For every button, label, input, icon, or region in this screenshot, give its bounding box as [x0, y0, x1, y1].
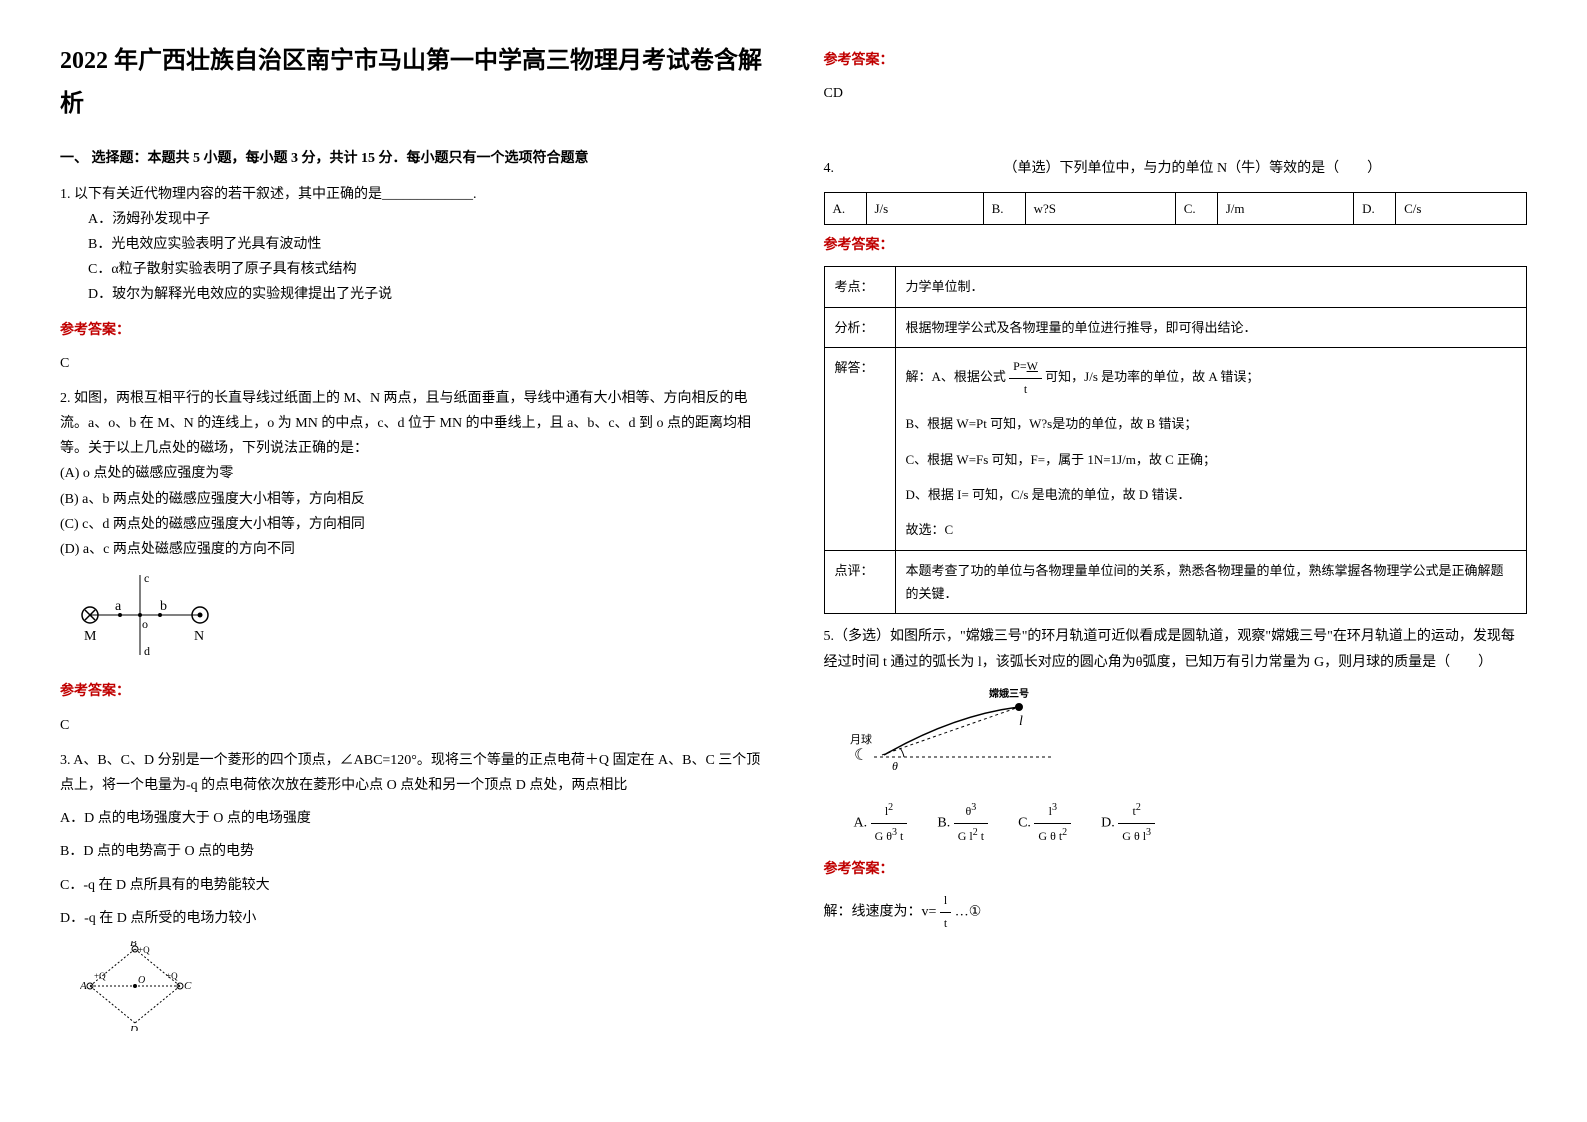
q2-opt-d: (D) a、c 两点处磁感应强度的方向不同: [60, 537, 764, 562]
q3-diagram: A B C D O +Q +Q +Q: [80, 941, 764, 1040]
svg-text:a: a: [115, 599, 122, 614]
q1-opt-b: B．光电效应实验表明了光具有波动性: [88, 232, 764, 257]
q4-row2-label: 分析：: [824, 307, 895, 347]
q4-row1-label: 考点：: [824, 267, 895, 307]
q1-opt-a: A．汤姆孙发现中子: [88, 207, 764, 232]
svg-text:O: O: [138, 975, 145, 986]
svg-text:c: c: [144, 571, 149, 585]
svg-text:☾: ☾: [854, 747, 868, 764]
q3-opt-c: C．-q 在 D 点所具有的电势能较大: [60, 873, 764, 898]
q4-row3-label: 解答：: [824, 347, 895, 550]
svg-text:B: B: [130, 941, 137, 949]
answer-label-1: 参考答案：: [60, 318, 764, 343]
svg-text:月球: 月球: [850, 732, 872, 746]
q3-opt-d: D．-q 在 D 点所受的电场力较小: [60, 906, 764, 931]
q4-row1: 力学单位制．: [895, 267, 1527, 307]
q3-stem: 3. A、B、C、D 分别是一个菱形的四个顶点，∠ABC=120°。现将三个等量…: [60, 748, 764, 798]
q4-opt-d: C/s: [1396, 192, 1527, 224]
svg-text:C: C: [184, 980, 192, 992]
q1-answer: C: [60, 351, 764, 376]
q4-stem: （单选）下列单位中，与力的单位 N（牛）等效的是（ ）: [1004, 156, 1382, 181]
svg-text:o: o: [142, 617, 148, 631]
q2-answer: C: [60, 713, 764, 738]
q4-row2: 根据物理学公式及各物理量的单位进行推导，即可得出结论．: [895, 307, 1527, 347]
q2-opt-b: (B) a、b 两点处的磁感应强度大小相等，方向相反: [60, 487, 764, 512]
q4-number: 4.: [824, 156, 1004, 181]
q4-row4-label: 点评：: [824, 550, 895, 614]
svg-text:θ: θ: [892, 759, 898, 773]
svg-text:N: N: [194, 629, 204, 644]
q4-opt-b: w?S: [1025, 192, 1175, 224]
answer-label-3: 参考答案：: [824, 48, 1528, 73]
q1-opt-d: D．玻尔为解释光电效应的实验规律提出了光子说: [88, 282, 764, 307]
svg-text:l: l: [1019, 714, 1023, 729]
paper-title: 2022 年广西壮族自治区南宁市马山第一中学高三物理月考试卷含解析: [60, 40, 764, 126]
q4-opt-a: J/s: [866, 192, 983, 224]
svg-text:+Q: +Q: [94, 971, 106, 981]
q4-row3: 解：A、根据公式 P=Wt 可知，J/s 是功率的单位，故 A 错误； B、根据…: [895, 347, 1527, 550]
answer-label-5: 参考答案：: [824, 857, 1528, 882]
q5-diagram: 嫦娥三号 l 月球 ☾ θ: [844, 685, 1528, 789]
svg-text:M: M: [84, 629, 97, 644]
q4-options-table: A.J/s B.w?S C.J/m D.C/s: [824, 192, 1528, 225]
answer-label-4: 参考答案：: [824, 233, 1528, 258]
q4-row4: 本题考查了功的单位与各物理量单位间的关系，熟悉各物理量的单位，熟练掌握各物理学公…: [895, 550, 1527, 614]
q5-options: A. l2G θ3 t B. θ3G l2 t C. l3G θ t2 D. t…: [854, 799, 1528, 847]
q5-solution: 解：线速度为：v= lt …①: [824, 890, 1528, 934]
svg-text:嫦娥三号: 嫦娥三号: [989, 687, 1029, 700]
q2-opt-c: (C) c、d 两点处的磁感应强度大小相等，方向相同: [60, 512, 764, 537]
q1-stem: 1. 以下有关近代物理内容的若干叙述，其中正确的是_____________.: [60, 182, 764, 207]
q5-stem: 5.（多选）如图所示，"嫦娥三号"的环月轨道可近似看成是圆轨道，观察"嫦娥三号"…: [824, 624, 1528, 674]
q3-opt-b: B．D 点的电势高于 O 点的电势: [60, 839, 764, 864]
fraction-pw: P=Wt: [1009, 356, 1042, 400]
section-1-head: 一、 选择题：本题共 5 小题，每小题 3 分，共计 15 分．每小题只有一个选…: [60, 146, 764, 171]
svg-text:+Q: +Q: [138, 945, 150, 955]
svg-text:D: D: [129, 1024, 138, 1031]
svg-text:b: b: [160, 599, 167, 614]
svg-text:A: A: [80, 980, 87, 992]
q4-opt-c: J/m: [1217, 192, 1353, 224]
q2-opt-a: (A) o 点处的磁感应强度为零: [60, 461, 764, 486]
svg-text:+Q: +Q: [166, 971, 178, 981]
q1-opt-c: C．α粒子散射实验表明了原子具有核式结构: [88, 257, 764, 282]
q3-answer: CD: [824, 81, 1528, 106]
q4-solution-table: 考点： 力学单位制． 分析： 根据物理学公式及各物理量的单位进行推导，即可得出结…: [824, 266, 1528, 614]
answer-label-2: 参考答案：: [60, 679, 764, 704]
fraction-lt: lt: [940, 890, 951, 934]
svg-text:d: d: [144, 644, 150, 658]
q3-opt-a: A．D 点的电场强度大于 O 点的电场强度: [60, 806, 764, 831]
q2-stem: 2. 如图，两根互相平行的长直导线过纸面上的 M、N 两点，且与纸面垂直，导线中…: [60, 386, 764, 462]
q2-diagram: c d a b o M N: [80, 570, 764, 669]
